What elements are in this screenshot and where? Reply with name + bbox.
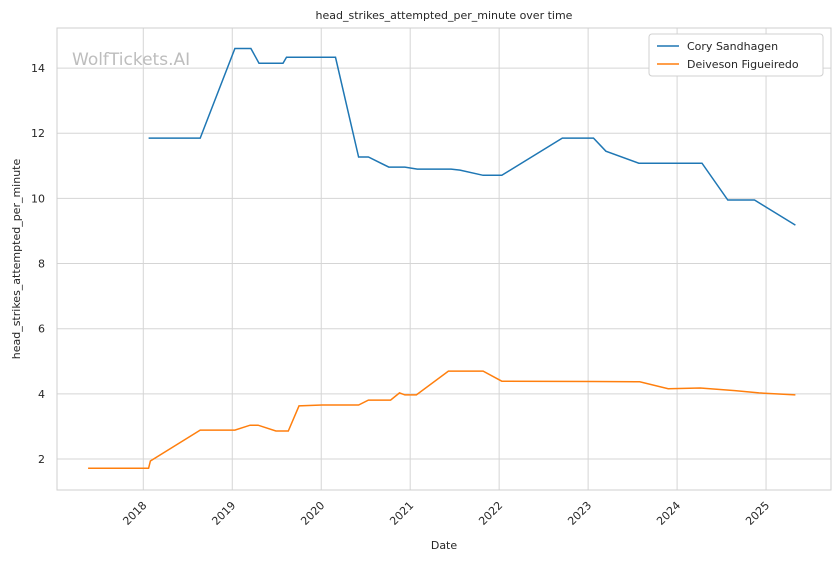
y-tick-label: 8 bbox=[38, 258, 45, 271]
legend: Cory Sandhagen Deiveson Figueiredo bbox=[648, 33, 824, 77]
x-axis-label: Date bbox=[431, 539, 458, 552]
y-tick-label: 4 bbox=[38, 388, 45, 401]
chart-title: head_strikes_attempted_per_minute over t… bbox=[316, 9, 573, 22]
y-tick-label: 6 bbox=[38, 323, 45, 336]
y-tick-label: 12 bbox=[31, 127, 45, 140]
legend-box bbox=[648, 33, 824, 77]
watermark: WolfTickets.AI bbox=[72, 50, 190, 70]
y-tick-label: 14 bbox=[31, 62, 45, 75]
legend-label: Deiveson Figueiredo bbox=[687, 58, 799, 71]
series-line bbox=[148, 47, 796, 226]
y-axis-label: head_strikes_attempted_per_minute bbox=[10, 159, 23, 360]
legend-label: Cory Sandhagen bbox=[687, 40, 778, 53]
y-tick-label: 10 bbox=[31, 192, 45, 205]
y-tick-label: 2 bbox=[38, 453, 45, 466]
plot-frame bbox=[56, 27, 832, 491]
series-line bbox=[88, 370, 796, 469]
